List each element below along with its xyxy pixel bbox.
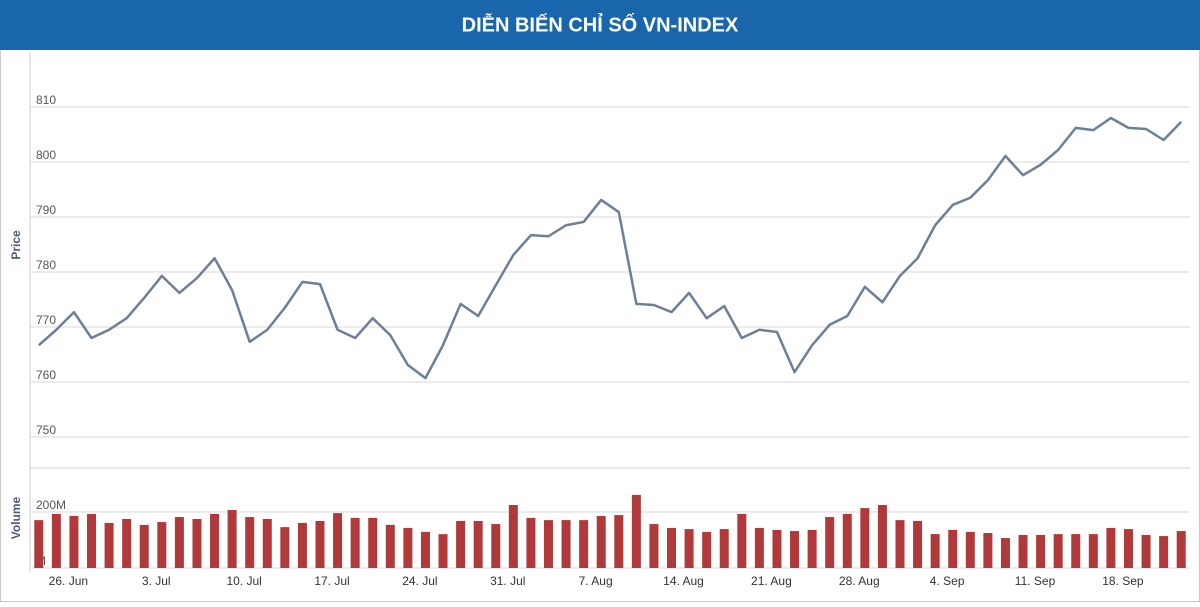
- y-axis-label: Price: [9, 230, 23, 260]
- y-axis-label: Volume: [9, 496, 23, 539]
- volume-bar: [1000, 538, 1010, 568]
- volume-bar: [420, 531, 430, 568]
- volume-bar: [508, 505, 518, 568]
- volume-bar: [139, 524, 149, 568]
- x-tick-label: 7. Aug: [579, 574, 613, 588]
- volume-bar: [227, 510, 237, 568]
- volume-bar: [754, 527, 764, 568]
- volume-bar: [297, 522, 307, 568]
- volume-bar: [1036, 534, 1046, 568]
- volume-bar: [1088, 534, 1098, 568]
- volume-bar: [631, 494, 641, 568]
- volume-bar: [122, 519, 132, 568]
- volume-bar: [790, 531, 800, 568]
- volume-bar: [1159, 536, 1169, 568]
- volume-bar: [807, 529, 817, 568]
- y-tick-label: 790: [36, 203, 56, 217]
- volume-bar: [719, 529, 729, 568]
- volume-bar: [34, 520, 44, 568]
- volume-bar: [385, 524, 395, 568]
- volume-bar: [667, 527, 677, 568]
- x-tick-label: 14. Aug: [663, 574, 704, 588]
- volume-bar: [1123, 529, 1133, 568]
- volume-bar: [262, 519, 272, 568]
- price-line: [37, 116, 1183, 380]
- volume-bar: [333, 513, 343, 568]
- y-tick-label: 810: [36, 93, 56, 107]
- y-tick-label: 780: [36, 258, 56, 272]
- x-tick-label: 11. Sep: [1015, 574, 1056, 588]
- volume-bar: [438, 534, 448, 568]
- volume-bar: [930, 534, 940, 568]
- chart-title: DIỄN BIẾN CHỈ SỐ VN-INDEX: [462, 12, 739, 36]
- volume-bar: [473, 520, 483, 568]
- x-tick-label: 18. Sep: [1102, 574, 1144, 588]
- volume-bar: [1053, 534, 1063, 568]
- volume-bar: [561, 520, 571, 568]
- x-tick-label: 21. Aug: [751, 574, 792, 588]
- volume-bar: [1106, 527, 1116, 568]
- volume-bar: [965, 531, 975, 568]
- volume-bar: [649, 524, 659, 568]
- x-tick-label: 28. Aug: [839, 574, 880, 588]
- volume-bar: [174, 517, 184, 568]
- y-tick-label: 760: [36, 368, 56, 382]
- volume-bar: [280, 527, 290, 568]
- volume-bar: [913, 520, 923, 568]
- volume-bar: [403, 527, 413, 568]
- volume-bar: [1176, 531, 1186, 568]
- volume-bar: [104, 522, 114, 568]
- y-tick-label: 770: [36, 313, 56, 327]
- volume-bar: [526, 517, 536, 568]
- volume-bar: [350, 517, 360, 568]
- volume-bar: [368, 517, 378, 568]
- volume-bar: [543, 520, 553, 568]
- x-tick-label: 3. Jul: [142, 574, 171, 588]
- volume-bar: [51, 513, 61, 568]
- volume-bar: [157, 522, 167, 568]
- volume-bar: [877, 505, 887, 568]
- volume-bar: [69, 515, 79, 568]
- volume-bar: [245, 517, 255, 568]
- volume-bar: [579, 520, 589, 568]
- volume-bar: [87, 513, 97, 568]
- volume-bar: [825, 517, 835, 568]
- volume-bar: [860, 508, 870, 568]
- volume-bar: [702, 531, 712, 568]
- volume-bar: [772, 529, 782, 568]
- volume-bar: [315, 520, 325, 568]
- y-tick-label: 750: [36, 423, 56, 437]
- volume-bar: [1018, 534, 1028, 568]
- y-tick-label: 200M: [36, 498, 66, 512]
- volume-bar: [983, 533, 993, 568]
- volume-bar: [948, 529, 958, 568]
- x-tick-label: 24. Jul: [402, 574, 437, 588]
- x-tick-label: 4. Sep: [930, 574, 965, 588]
- volume-bar: [684, 529, 694, 568]
- x-tick-label: 31. Jul: [490, 574, 525, 588]
- volume-bar: [842, 513, 852, 568]
- volume-bar: [192, 519, 202, 568]
- volume-bar: [737, 513, 747, 568]
- volume-bar: [1141, 534, 1151, 568]
- volume-bar: [1071, 534, 1081, 568]
- volume-bar: [491, 524, 501, 568]
- volume-bar: [596, 515, 606, 568]
- volume-bar: [895, 520, 905, 568]
- x-tick-label: 10. Jul: [226, 574, 261, 588]
- y-tick-label: 800: [36, 148, 56, 162]
- title-bar: [0, 0, 1200, 50]
- volume-bar: [210, 513, 220, 568]
- volume-bar: [614, 515, 624, 568]
- x-tick-label: 26. Jun: [49, 574, 88, 588]
- volume-bar: [456, 520, 466, 568]
- x-tick-label: 17. Jul: [314, 574, 349, 588]
